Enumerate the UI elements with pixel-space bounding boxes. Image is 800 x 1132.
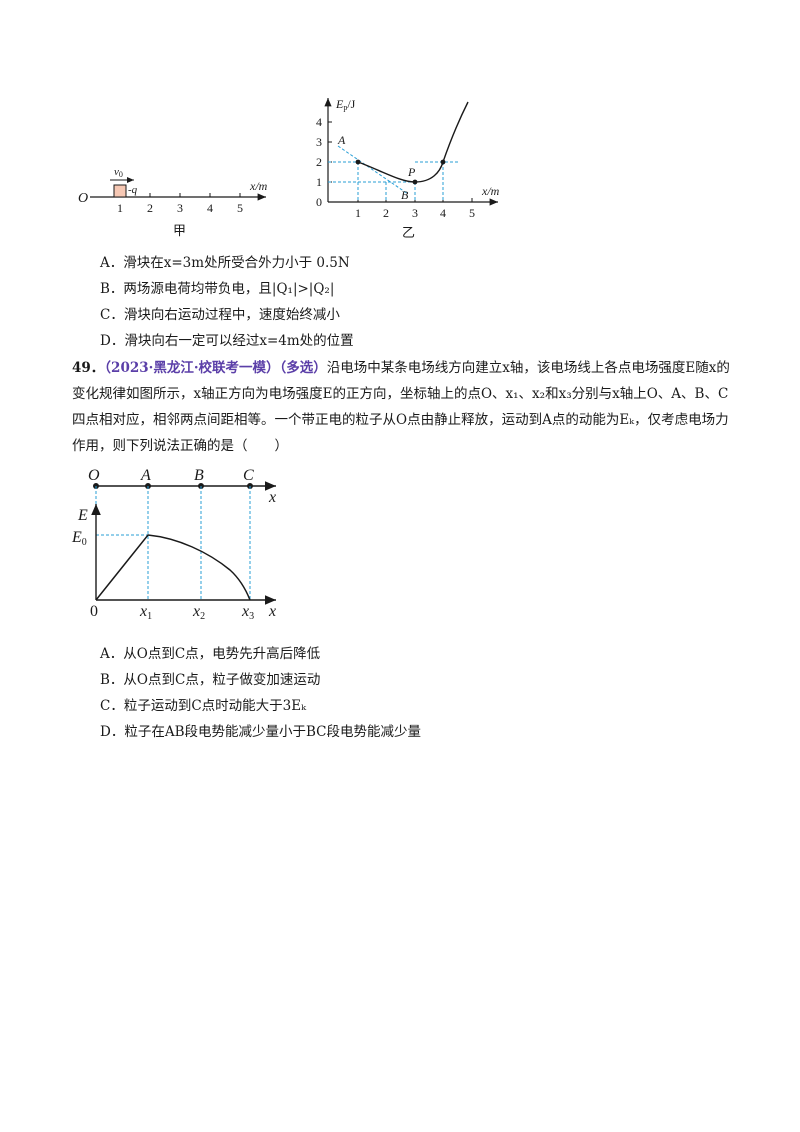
question-number: 49． <box>72 360 105 376</box>
top-label-c: C <box>243 467 254 484</box>
yi-ylabel-sub: p <box>343 103 347 112</box>
ex-origin: 0 <box>90 603 98 620</box>
svg-text:Ep/J: Ep/J <box>335 97 356 112</box>
option-text: 从O点到C点，电势先升高后降低 <box>123 646 321 662</box>
q48-option-a: A．滑块在x=3m处所受合外力小于 0.5N <box>100 254 350 272</box>
q49-option-c: C．粒子运动到C点时动能大于3Eₖ <box>100 697 306 715</box>
question-text: 沿电场中某条电场线方向建立x轴，该电场线上各点电场强度E随x的变化规律如图所示，… <box>72 360 730 454</box>
figure-yi: Ep/J x/m 0 1 2 3 4 5 1 2 3 4 <box>300 90 520 225</box>
svg-text:x3: x3 <box>241 603 254 622</box>
option-letter: D． <box>100 333 125 349</box>
yi-ytick-3: 3 <box>316 135 322 149</box>
option-text: 滑块向右运动过程中，速度始终减小 <box>123 307 340 323</box>
jia-tick-4: 4 <box>207 201 213 215</box>
jia-axis-label: x/m <box>249 179 268 193</box>
ep-curve <box>357 101 469 183</box>
jia-charge-label: -q <box>128 184 138 196</box>
option-letter: C． <box>100 307 124 323</box>
top-label-o: O <box>88 467 100 484</box>
yi-label-a: A <box>337 133 346 147</box>
yi-xtick-4: 4 <box>440 206 446 220</box>
yi-xtick-1: 1 <box>355 206 361 220</box>
yi-point-4 <box>440 159 446 165</box>
yi-point-p <box>412 179 418 185</box>
ex-ylabel: E <box>77 507 88 524</box>
ex-x2-sub: 2 <box>200 611 205 622</box>
ex-x3-sub: 3 <box>249 611 254 622</box>
q49-stem: 49．（2023·黑龙江·校联考一模）（多选）沿电场中某条电场线方向建立x轴，该… <box>72 355 732 459</box>
jia-tick-2: 2 <box>147 201 153 215</box>
option-letter: B． <box>100 281 124 297</box>
q48-option-d: D．滑块向右一定可以经过x=4m处的位置 <box>100 332 354 350</box>
svg-text:x1: x1 <box>139 603 152 622</box>
ex-x3-main: x <box>241 603 249 620</box>
jia-v-sub: 0 <box>119 170 123 179</box>
option-letter: A． <box>100 255 124 271</box>
top-label-a: A <box>140 467 151 484</box>
svg-text:x2: x2 <box>192 603 205 622</box>
svg-text:E0: E0 <box>71 529 87 548</box>
yi-label-p: P <box>407 165 416 179</box>
yi-origin: 0 <box>316 195 322 209</box>
option-text: 滑块在x=3m处所受合外力小于 0.5N <box>123 255 350 271</box>
yi-point-1 <box>355 159 361 165</box>
slider-block <box>113 184 127 198</box>
yi-ytick-4: 4 <box>316 115 322 129</box>
yi-xtick-3: 3 <box>412 206 418 220</box>
ex-guide-lines <box>95 486 251 600</box>
question-source: （2023·黑龙江·校联考一模）（多选） <box>104 360 327 376</box>
option-text: 粒子在AB段电势能减少量小于BC段电势能减少量 <box>124 724 421 740</box>
q49-option-b: B．从O点到C点，粒子做变加速运动 <box>100 671 320 689</box>
ex-xlabel: x <box>268 603 276 620</box>
q49-option-d: D．粒子在AB段电势能减少量小于BC段电势能减少量 <box>100 723 421 741</box>
figure-e-x-svg: O A B C x E E0 0 x1 x2 x3 x <box>71 467 276 622</box>
jia-origin-label: O <box>78 191 88 206</box>
ex-x1-sub: 1 <box>147 611 152 622</box>
q48-option-c: C．滑块向右运动过程中，速度始终减小 <box>100 306 340 324</box>
yi-ylabel-unit: /J <box>347 97 355 111</box>
top-axis-label: x <box>268 489 276 506</box>
option-letter: D． <box>100 724 125 740</box>
yi-ytick-1: 1 <box>316 175 322 189</box>
option-letter: A． <box>100 646 124 662</box>
ex-e0-main: E <box>71 529 82 546</box>
top-label-b: B <box>194 467 204 484</box>
caption-yi: 乙 <box>402 226 416 241</box>
q49-option-a: A．从O点到C点，电势先升高后降低 <box>100 645 320 663</box>
ex-x2-main: x <box>192 603 200 620</box>
option-text: 滑块向右一定可以经过x=4m处的位置 <box>124 333 354 349</box>
yi-xlabel: x/m <box>481 184 500 198</box>
jia-tick-5: 5 <box>237 201 243 215</box>
jia-v-label: v <box>114 166 119 178</box>
caption-jia: 甲 <box>173 224 187 239</box>
figure-jia-svg: O x/m 1 2 3 4 5 -q v0 <box>78 166 268 215</box>
q48-option-b: B．两场源电荷均带负电，且|Q₁|>|Q₂| <box>100 280 334 298</box>
svg-text:v0: v0 <box>114 166 123 179</box>
jia-tick-3: 3 <box>177 201 183 215</box>
yi-ytick-2: 2 <box>316 155 322 169</box>
e-field-curve <box>95 534 251 601</box>
option-text: 两场源电荷均带负电，且|Q₁|>|Q₂| <box>123 281 335 297</box>
figure-jia: O x/m 1 2 3 4 5 -q v0 <box>70 160 280 215</box>
option-text: 粒子运动到C点时动能大于3Eₖ <box>123 698 307 714</box>
yi-ylabel-main: E <box>335 97 344 111</box>
ex-x1-main: x <box>139 603 147 620</box>
yi-guide-lines <box>328 145 458 202</box>
figure-yi-svg: Ep/J x/m 0 1 2 3 4 5 1 2 3 4 <box>316 97 500 220</box>
jia-tick-1: 1 <box>117 201 123 215</box>
option-letter: B． <box>100 672 124 688</box>
yi-label-b: B <box>401 188 409 202</box>
option-text: 从O点到C点，粒子做变加速运动 <box>123 672 321 688</box>
yi-xtick-5: 5 <box>469 206 475 220</box>
ex-e0-sub: 0 <box>82 537 87 548</box>
option-letter: C． <box>100 698 124 714</box>
figure-e-x: O A B C x E E0 0 x1 x2 x3 x <box>68 462 298 622</box>
yi-xtick-2: 2 <box>383 206 389 220</box>
